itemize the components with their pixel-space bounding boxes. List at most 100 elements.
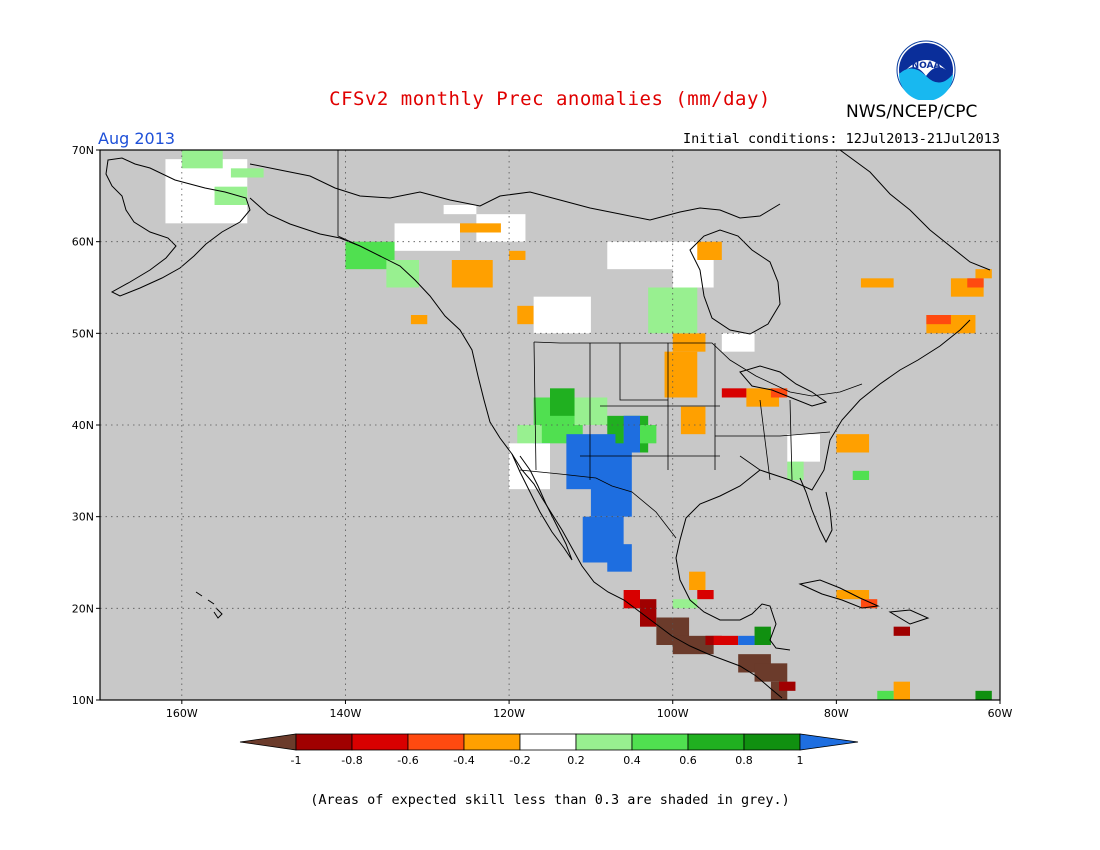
anomaly-cell <box>640 599 657 627</box>
coastline-alaska <box>105 157 251 297</box>
anomaly-cell <box>721 388 747 398</box>
organization-label: NWS/NCEP/CPC <box>846 102 978 122</box>
x-tick-label: 160W <box>166 707 198 720</box>
colorbar-segment <box>407 733 465 751</box>
y-tick-label: 70N <box>72 144 94 157</box>
graticule <box>100 150 1000 700</box>
coastline-arctic <box>249 163 781 221</box>
anomaly-cell <box>697 241 722 260</box>
anomaly-cell <box>975 269 992 279</box>
border-states <box>533 341 831 481</box>
anomaly-cell <box>738 635 755 645</box>
noaa-logo: NOAA <box>896 40 956 100</box>
anomaly-cell <box>590 443 632 517</box>
colorbar-label: -0.2 <box>509 754 530 767</box>
y-tick-label: 30N <box>72 511 94 524</box>
anomaly-cell <box>680 406 706 435</box>
map-title: CFSv2 monthly Prec anomalies (mm/day) <box>329 88 771 110</box>
colorbar-segment <box>743 733 801 751</box>
anomaly-cell <box>787 434 820 462</box>
anomaly-cell <box>697 590 714 600</box>
anomaly-cell <box>410 315 428 325</box>
coastline-florida <box>799 477 833 544</box>
coastline-gulf <box>675 469 791 651</box>
anomaly-cell <box>672 599 698 609</box>
anomaly-cell <box>517 305 534 325</box>
anomaly-cell <box>607 544 632 572</box>
colorbar-segment <box>351 733 409 751</box>
anomaly-cell <box>623 415 640 453</box>
anomaly-cell <box>779 681 796 691</box>
colorbar-label: 0.2 <box>567 754 585 767</box>
anomaly-cell <box>509 443 550 490</box>
colorbar-label: -1 <box>291 754 302 767</box>
colorbar-label: 1 <box>797 754 804 767</box>
coastline-greenland <box>839 149 991 271</box>
anomaly-cell <box>230 168 264 178</box>
forecast-month: Aug 2013 <box>98 129 176 148</box>
border-us-canada <box>533 341 863 397</box>
coastline-east <box>759 319 971 491</box>
colorbar-label: 0.4 <box>623 754 641 767</box>
anomaly-cell <box>852 470 870 480</box>
colorbar-label: -0.4 <box>453 754 474 767</box>
anomaly-cell <box>607 241 673 270</box>
y-tick-label: 60N <box>72 236 94 249</box>
anomaly-cell <box>574 397 608 425</box>
anomaly-cell <box>787 461 804 480</box>
colorbar-label: -0.8 <box>341 754 362 767</box>
colorbar-segment <box>799 733 859 751</box>
anomaly-cell <box>860 278 894 288</box>
colorbar: -1 -0.8 -0.6 -0.4 -0.2 0.2 0.4 0.6 0.8 1 <box>239 733 859 767</box>
y-axis-ticks: 70N 60N 50N 40N 30N 20N 10N <box>72 144 100 707</box>
anomaly-cell <box>460 223 501 233</box>
colorbar-label: 0.6 <box>679 754 697 767</box>
colorbar-segment <box>575 733 633 751</box>
coastlines <box>105 149 991 699</box>
anomaly-cell <box>975 690 992 700</box>
colorbar-segment <box>295 733 353 751</box>
anomaly-cell <box>836 434 870 453</box>
coastline-great-lakes <box>739 365 828 407</box>
coastline-hawaii <box>195 591 223 619</box>
colorbar-segment <box>239 733 297 751</box>
political-borders <box>337 150 863 539</box>
x-tick-label: 60W <box>988 707 1013 720</box>
anomaly-cell <box>443 205 477 215</box>
anomaly-cell <box>664 351 698 398</box>
y-tick-label: 20N <box>72 602 94 615</box>
anomaly-cell <box>860 599 878 609</box>
anomaly-cell <box>689 571 706 590</box>
coastline-west <box>249 197 783 699</box>
anomaly-cell <box>893 681 910 700</box>
colorbar-label: 0.8 <box>735 754 753 767</box>
anomaly-cell <box>754 626 771 645</box>
colorbar-label: -0.6 <box>397 754 418 767</box>
border-alaska-canada <box>337 150 361 247</box>
anomaly-cell <box>926 315 951 325</box>
y-tick-label: 40N <box>72 419 94 432</box>
border-us-mexico <box>519 469 677 539</box>
anomaly-cell <box>623 590 640 609</box>
anomaly-cell <box>181 150 223 169</box>
colorbar-segment <box>687 733 745 751</box>
anomaly-cell <box>672 635 714 655</box>
initial-conditions: Initial conditions: 12Jul2013-21Jul2013 <box>683 131 1000 147</box>
anomaly-cell <box>672 333 706 352</box>
x-tick-label: 80W <box>824 707 849 720</box>
anomaly-cell <box>550 388 575 416</box>
colorbar-segment <box>463 733 521 751</box>
anomaly-cell <box>877 690 894 700</box>
x-tick-label: 140W <box>330 707 362 720</box>
skill-note: (Areas of expected skill less than 0.3 a… <box>310 792 790 808</box>
anomaly-cell <box>721 333 755 352</box>
anomaly-cell <box>214 186 248 205</box>
y-tick-label: 10N <box>72 694 94 707</box>
anomaly-cell <box>386 260 420 288</box>
coastline-baja <box>511 453 573 561</box>
anomaly-cell <box>713 635 739 645</box>
coastline-hudson-bay <box>689 229 781 335</box>
x-tick-label: 120W <box>493 707 525 720</box>
colorbar-segment <box>519 733 577 751</box>
